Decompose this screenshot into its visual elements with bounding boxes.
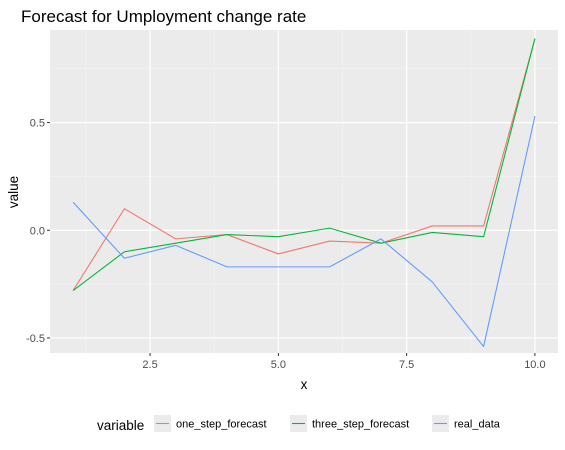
legend-label-three_step_forecast: three_step_forecast: [312, 419, 409, 431]
x-tick-label: 2.5: [142, 359, 157, 371]
major-gridlines: [50, 30, 558, 353]
series-line-real_data: [72, 116, 536, 348]
y-axis-ticks: -0.5 0.0 0.5: [26, 118, 50, 345]
y-tick-label: -0.5: [26, 333, 45, 345]
x-axis-ticks: 2.5 5.0 7.5 10.0: [142, 353, 546, 371]
series-line-three_step_forecast: [72, 38, 536, 291]
y-axis-title: value: [6, 176, 21, 208]
series-line-one_step_forecast: [72, 38, 536, 291]
legend: variable one_step_forecast three_step_for…: [97, 415, 501, 433]
x-axis-title: x: [301, 377, 308, 392]
minor-gridlines: [50, 30, 558, 353]
x-tick-label: 5.0: [271, 359, 286, 371]
legend-title: variable: [97, 418, 144, 433]
x-tick-label: 7.5: [399, 359, 414, 371]
y-tick-label: 0.5: [30, 118, 45, 130]
x-tick-label: 10.0: [524, 359, 545, 371]
legend-label-one_step_forecast: one_step_forecast: [176, 419, 267, 431]
chart-title: Forecast for Umployment change rate: [21, 7, 306, 26]
plot-panel: [50, 30, 558, 353]
series-lines: [72, 38, 536, 348]
y-tick-label: 0.0: [30, 225, 45, 237]
legend-label-real_data: real_data: [454, 419, 501, 431]
